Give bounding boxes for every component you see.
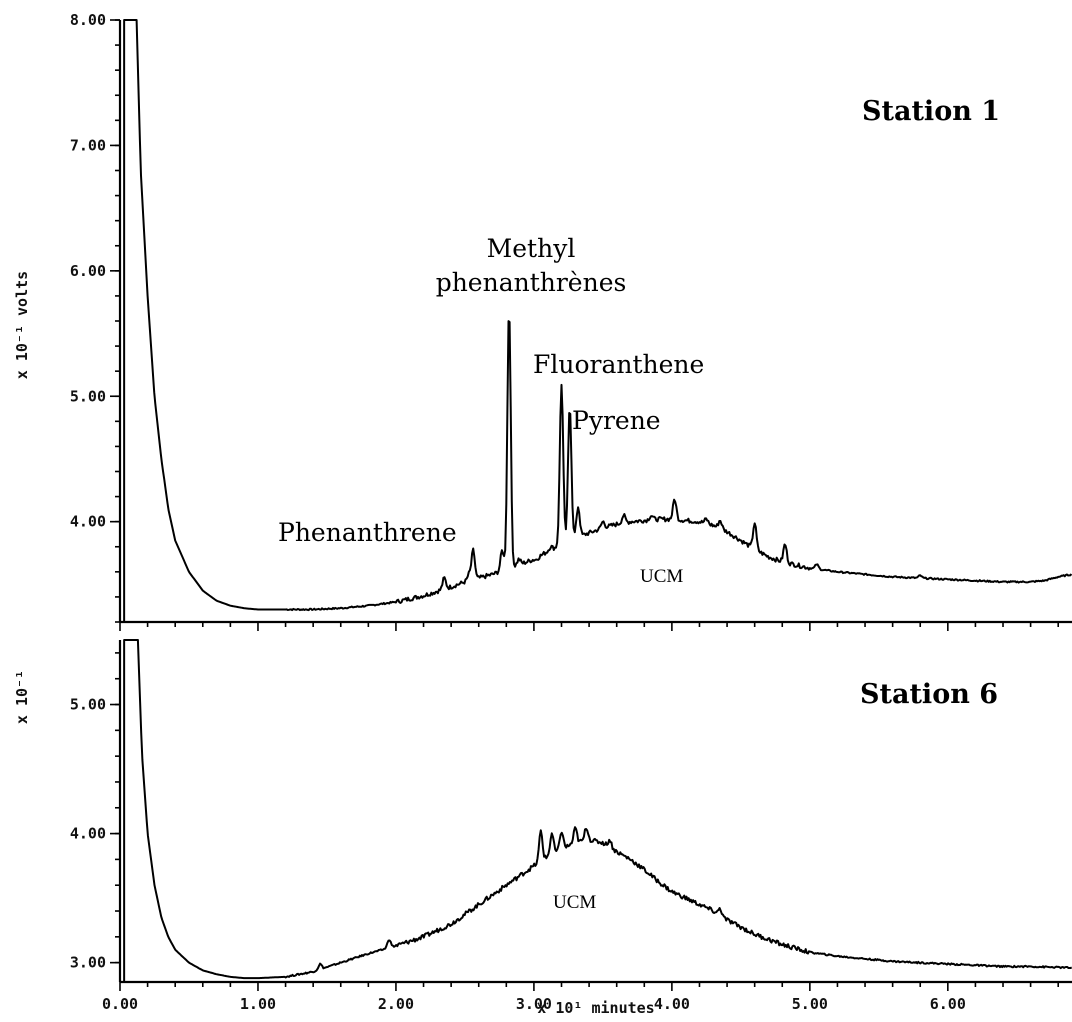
- station-6-x-tick-label: 1.00: [240, 995, 276, 1013]
- station-6-chromatogram-trace: [120, 639, 1072, 983]
- station-6-x-tick-label: 0.00: [102, 995, 138, 1013]
- station-6-panel: Station 6 x 10⁻¹ UCM x 10¹ minutes 3.00 4…: [13, 639, 1072, 1017]
- station-6-x-tick-label: 6.00: [930, 995, 966, 1013]
- bottom-y-axis-label: x 10⁻¹: [13, 670, 31, 724]
- station-1-y-tick-label: 6.00: [70, 262, 106, 280]
- annotation-phenanthrene: Phenanthrene: [278, 518, 457, 547]
- station-1-panel: Station 1 x 10⁻¹ volts Phenanthrene Meth…: [13, 11, 1072, 631]
- x-axis-label: x 10¹ minutes: [537, 999, 654, 1017]
- annotation-pyrene: Pyrene: [572, 406, 661, 435]
- annotation-ucm-station-6: UCM: [553, 892, 596, 913]
- station-6-y-tick-label: 3.00: [70, 954, 106, 972]
- station-6-x-tick-label: 5.00: [792, 995, 828, 1013]
- station-1-chromatogram-trace: [120, 19, 1072, 623]
- station-6-y-tick-label: 4.00: [70, 825, 106, 843]
- annotation-methyl-phenanthrenes: phenanthrènes: [436, 268, 627, 297]
- station-1-y-tick-label: 8.00: [70, 11, 106, 29]
- station-1-y-tick-label: 7.00: [70, 136, 106, 154]
- top-y-axis-label: x 10⁻¹ volts: [13, 271, 31, 379]
- station-1-y-tick-label: 5.00: [70, 387, 106, 405]
- annotation-fluoranthene: Fluoranthene: [533, 350, 704, 379]
- annotation-methyl: Methyl: [487, 234, 576, 263]
- station-1-y-tick-label: 4.00: [70, 513, 106, 531]
- station-1-title: Station 1: [862, 96, 1000, 127]
- station-6-y-tick-label: 5.00: [70, 696, 106, 714]
- station-6-x-tick-label: 3.00: [516, 995, 552, 1013]
- station-6-x-tick-label: 2.00: [378, 995, 414, 1013]
- annotation-ucm-station-1: UCM: [640, 566, 683, 587]
- station-6-x-tick-label: 4.00: [654, 995, 690, 1013]
- station-6-title: Station 6: [860, 679, 998, 710]
